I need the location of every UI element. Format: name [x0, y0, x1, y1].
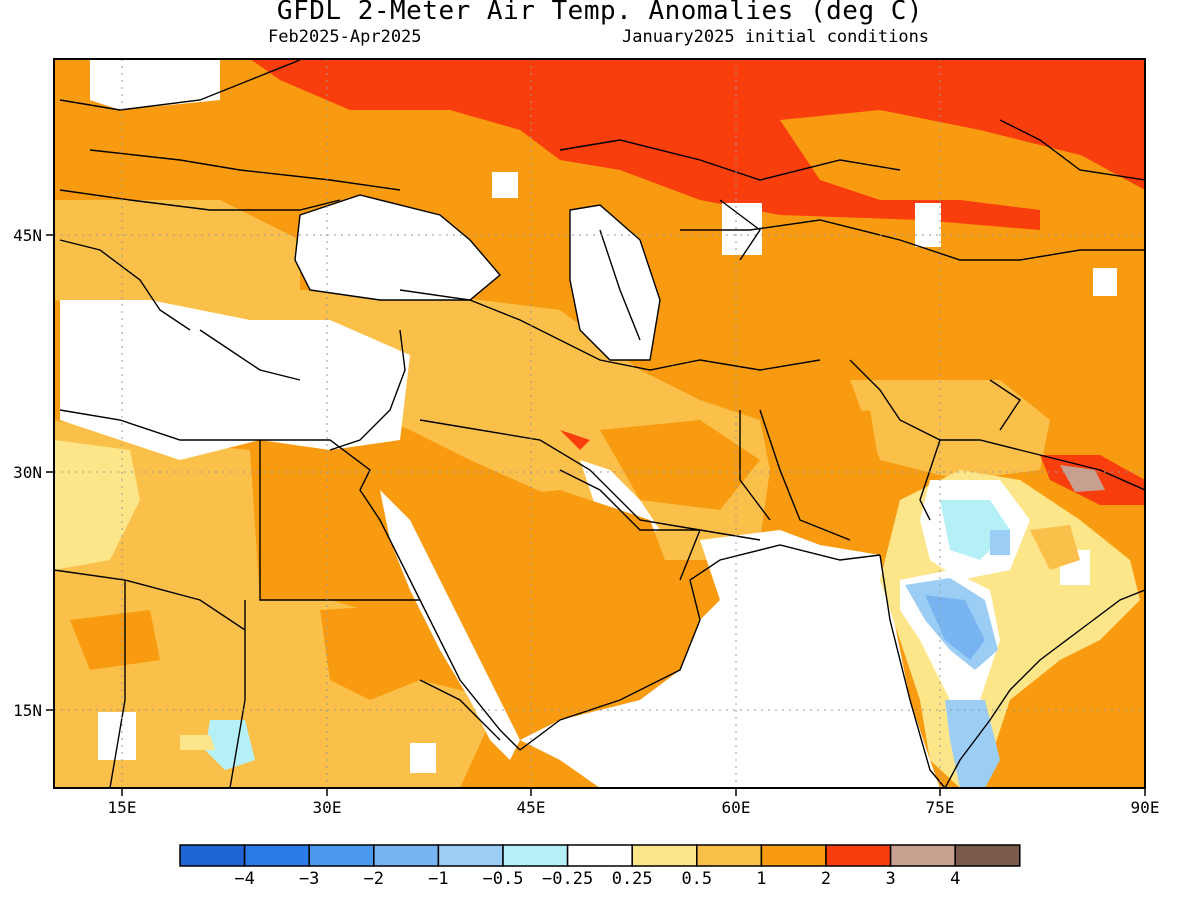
- legend-swatch: [179, 844, 246, 867]
- legend-label: −0.25: [542, 869, 594, 889]
- legend-label: −0.5: [482, 869, 524, 889]
- gridlines: [54, 59, 1145, 788]
- legend-swatch: [373, 844, 440, 867]
- legend-swatch: [243, 844, 310, 867]
- chart-title: GFDL 2-Meter Air Temp. Anomalies (deg C): [276, 0, 924, 26]
- x-tick-label: 60E: [722, 798, 751, 817]
- legend-swatch: [760, 844, 827, 867]
- legend-label: −2: [363, 869, 385, 889]
- legend-label: −1: [428, 869, 449, 889]
- legend-label: 1: [756, 869, 767, 889]
- legend-swatch: [566, 844, 633, 867]
- x-tick-label: 45E: [517, 798, 546, 817]
- legend-swatch: [631, 844, 698, 867]
- x-tick-label: 30E: [313, 798, 342, 817]
- legend-swatch: [825, 844, 892, 867]
- legend-label: 3: [885, 869, 896, 889]
- legend-swatch: [889, 844, 956, 867]
- y-tick-label: 30N: [13, 463, 42, 482]
- country-borders: [54, 59, 1145, 788]
- initial-conditions: January2025 initial conditions: [622, 27, 930, 47]
- y-tick-label: 45N: [13, 226, 42, 245]
- legend-label: 0.25: [611, 869, 653, 889]
- axis-ticks: [46, 234, 1146, 796]
- forecast-period: Feb2025-Apr2025: [268, 27, 422, 47]
- color-legend: [179, 844, 1021, 867]
- x-tick-label: 90E: [1131, 798, 1160, 817]
- x-tick-label: 75E: [926, 798, 955, 817]
- legend-swatch: [954, 844, 1021, 867]
- legend-swatch: [502, 844, 569, 867]
- legend-label: −3: [298, 869, 320, 889]
- legend-swatch: [437, 844, 504, 867]
- plot-frame: [53, 58, 1146, 789]
- legend-swatch: [696, 844, 763, 867]
- legend-swatch: [308, 844, 375, 867]
- anomaly-field: [54, 59, 1145, 788]
- legend-label: 0.5: [681, 869, 713, 889]
- legend-label: −4: [234, 869, 255, 889]
- legend-label: 4: [950, 869, 961, 889]
- y-tick-label: 15N: [13, 701, 42, 720]
- x-tick-label: 15E: [108, 798, 137, 817]
- legend-label: 2: [820, 869, 832, 889]
